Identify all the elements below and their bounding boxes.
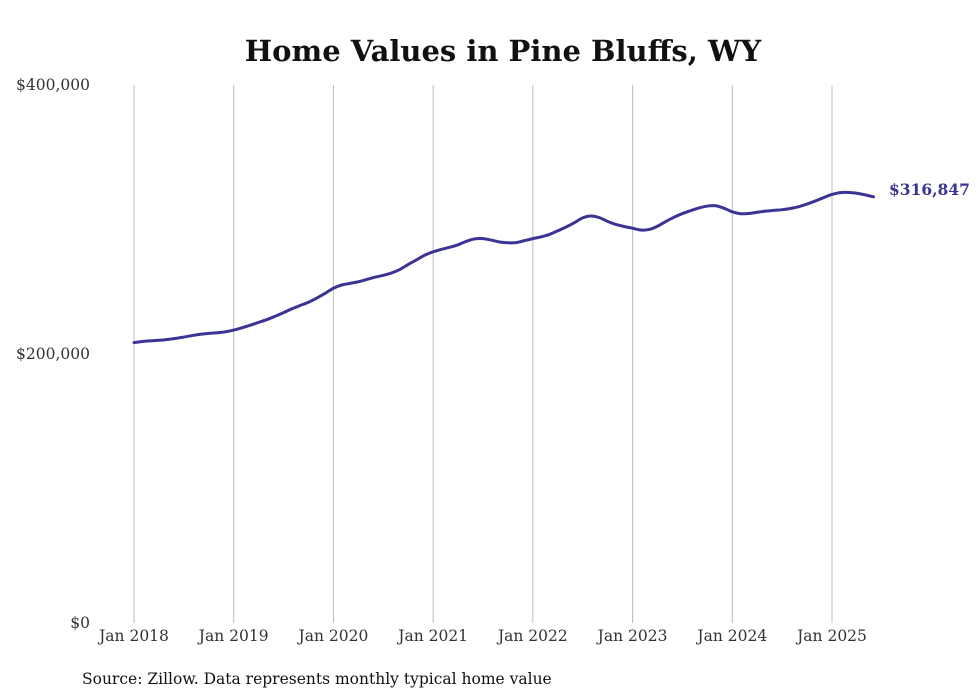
last-value-label: $316,847 (889, 180, 970, 199)
x-tick-label: Jan 2020 (297, 627, 369, 645)
x-tick-label: Jan 2023 (596, 627, 668, 645)
chart-title: Home Values in Pine Bluffs, WY (245, 34, 762, 68)
home-value-line (132, 190, 876, 345)
x-axis: Jan 2018 Jan 2019 Jan 2020 Jan 2021 Jan 2022… (97, 627, 867, 645)
series-group (132, 190, 876, 345)
y-tick-label: $400,000 (16, 76, 90, 94)
x-tick-label: Jan 2021 (396, 627, 468, 645)
x-tick-label: Jan 2018 (97, 627, 169, 645)
x-tick-label: Jan 2025 (795, 627, 867, 645)
x-tick-label: Jan 2022 (496, 627, 568, 645)
x-tick-label: Jan 2024 (695, 627, 767, 645)
y-tick-label: $0 (70, 614, 90, 632)
y-tick-label: $200,000 (16, 345, 90, 363)
gridlines (133, 85, 833, 623)
y-axis: $0 $200,000 $400,000 (16, 76, 90, 632)
source-note: Source: Zillow. Data represents monthly … (82, 670, 552, 688)
x-tick-label: Jan 2019 (197, 627, 269, 645)
